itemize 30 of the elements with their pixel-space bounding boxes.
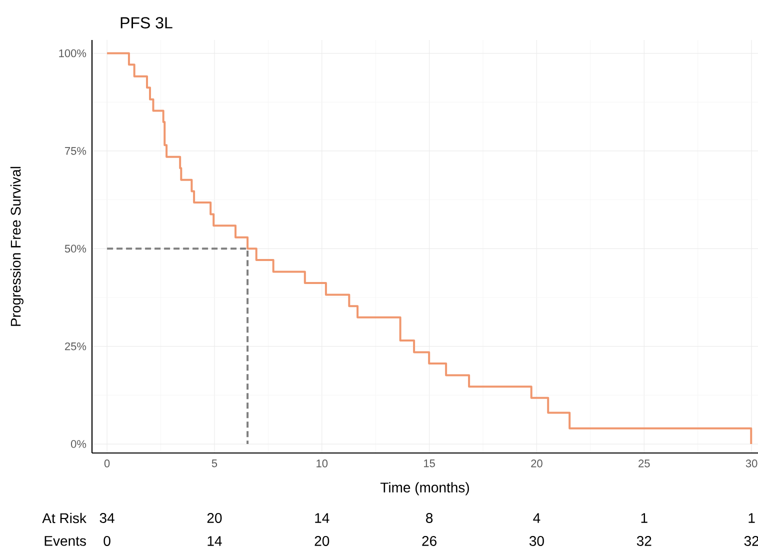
text: 20 bbox=[314, 536, 330, 546]
text: 1 bbox=[641, 513, 648, 523]
x-tick-label: 25 bbox=[638, 460, 650, 468]
y-tick-label: 0% bbox=[70, 440, 86, 448]
text: 4 bbox=[533, 513, 540, 523]
y-axis-title: Progression Free Survival bbox=[10, 166, 24, 326]
text: 1 bbox=[748, 513, 755, 523]
text: 0 bbox=[104, 536, 110, 546]
text: 30 bbox=[529, 536, 544, 546]
x-tick-label: 20 bbox=[531, 460, 542, 468]
x-tick-label: 10 bbox=[316, 460, 328, 468]
y-tick-label: 25% bbox=[65, 342, 86, 350]
x-tick-label: 15 bbox=[424, 460, 435, 468]
x-tick-label: 30 bbox=[746, 460, 758, 468]
x-tick-label: 5 bbox=[212, 460, 218, 468]
text: 8 bbox=[426, 513, 433, 523]
category-label: Events bbox=[44, 536, 86, 546]
y-tick-label: 50% bbox=[64, 244, 86, 253]
category-label: At Risk bbox=[42, 512, 86, 524]
y-tick-label: 75% bbox=[65, 147, 86, 155]
text: 34 bbox=[100, 513, 114, 523]
text: 26 bbox=[422, 536, 436, 546]
x-axis-title: Time (months) bbox=[380, 482, 469, 496]
x-tick-label: 0 bbox=[104, 460, 110, 468]
text: 32 bbox=[636, 536, 652, 546]
text: 14 bbox=[208, 536, 222, 546]
chart-title: PFS 3L bbox=[120, 17, 172, 28]
text: 14 bbox=[315, 513, 330, 523]
text: 20 bbox=[207, 513, 222, 523]
y-tick-label: 100% bbox=[59, 49, 86, 58]
